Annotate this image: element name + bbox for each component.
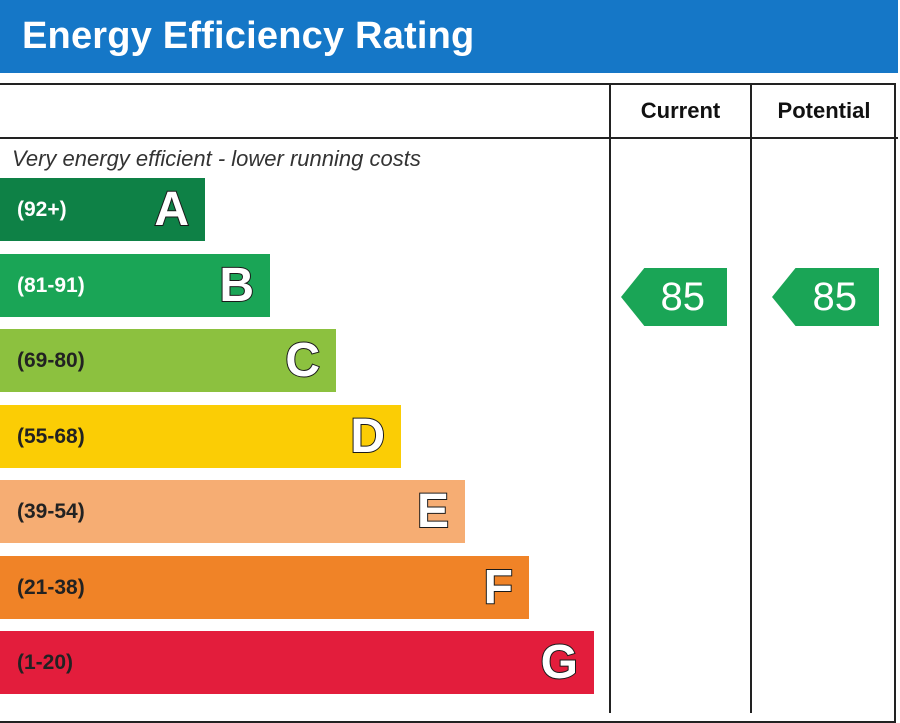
band-range-label: (1-20) [17,651,74,674]
band-range-label: (92+) [17,198,67,221]
band-range-label: (69-80) [17,349,85,372]
potential-column-header: Potential [777,98,871,123]
band-c: (69-80) C [0,329,336,392]
band-range-label: (39-54) [17,500,85,523]
band-g: (1-20) G [0,631,594,694]
band-letter: G [540,635,579,690]
band-a: (92+) A [0,178,205,241]
current-rating-arrow: 85 [621,268,727,326]
band-range-label: (55-68) [17,425,85,448]
top-note: Very energy efficient - lower running co… [12,146,421,171]
title-bar: Energy Efficiency Rating [0,0,898,73]
potential-rating-arrow: 85 [772,268,879,326]
band-letter: C [284,333,321,388]
band-letter: E [416,484,450,539]
band-b: (81-91) B [0,254,270,317]
column-divider-right [750,83,752,713]
band-range-label: (21-38) [17,576,85,599]
band-range-label: (81-91) [17,274,85,297]
chart-title: Energy Efficiency Rating [22,15,475,57]
band-d: (55-68) D [0,405,401,468]
band-e: (39-54) E [0,480,465,543]
band-letter: A [153,182,190,237]
header-divider [0,137,898,139]
band-letter: B [218,258,255,313]
band-letter: D [349,409,386,464]
band-f: (21-38) F [0,556,529,619]
band-letter: F [483,560,514,615]
current-column-header: Current [640,98,721,123]
current-rating-value: 85 [660,275,706,319]
potential-rating-value: 85 [812,275,858,319]
column-divider-left [609,83,611,713]
